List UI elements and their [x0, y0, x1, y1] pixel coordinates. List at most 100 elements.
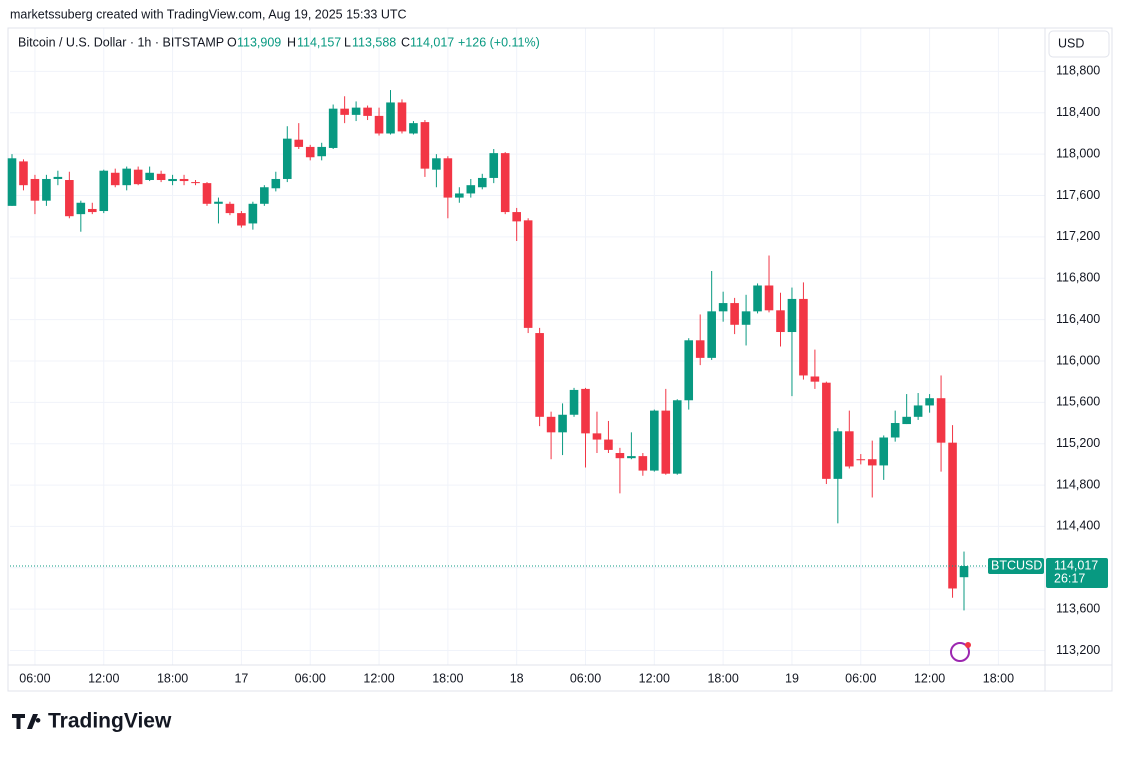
candle-body: [856, 459, 866, 461]
candle-body: [810, 376, 820, 382]
price-tag: [1046, 558, 1108, 589]
candle-body: [466, 185, 476, 194]
candle-body: [76, 202, 86, 215]
candle-body: [202, 183, 212, 204]
candle-body: [305, 146, 315, 158]
readout-l-label: L: [344, 35, 351, 49]
candle-body: [42, 178, 51, 201]
candle-body: [340, 108, 349, 115]
candle-body: [374, 115, 384, 134]
x-tick-label: 19: [785, 671, 799, 685]
brand: TradingView: [48, 710, 172, 733]
candle-body: [214, 201, 223, 204]
candle-body: [294, 139, 304, 147]
logo: [12, 714, 41, 729]
x-tick-label: 06:00: [295, 671, 326, 685]
currency-button[interactable]: [1048, 30, 1110, 58]
candle-body: [867, 459, 877, 466]
readout-c-label: C: [401, 35, 410, 49]
candle-body: [672, 400, 682, 474]
caption: marketssuberg created with TradingView.c…: [10, 7, 407, 21]
y-tick-label: 116,800: [1056, 271, 1100, 285]
candle-body: [65, 180, 74, 217]
candle-body: [879, 437, 889, 466]
frame: [7, 27, 1113, 692]
candle-body: [512, 212, 521, 222]
candle-body: [741, 311, 751, 325]
x-tick-label: 18:00: [983, 671, 1014, 685]
candle-body: [638, 456, 648, 471]
x-tick-label: 06:00: [845, 671, 876, 685]
candle-body: [833, 431, 843, 479]
readout-h: 114,157: [297, 35, 341, 49]
readout-o-label: O: [227, 35, 237, 49]
candle-body: [156, 173, 166, 181]
candle-body: [650, 410, 659, 471]
candle-body: [443, 158, 453, 198]
y-tick-label: 115,600: [1056, 395, 1100, 409]
candle-body: [248, 203, 258, 224]
candle-body: [569, 389, 579, 415]
candle-body: [260, 187, 269, 204]
candle-body: [351, 107, 361, 115]
candle-body: [386, 102, 395, 134]
candle-body: [53, 176, 63, 179]
x-tick-label: 12:00: [88, 671, 119, 685]
candle-body: [604, 439, 613, 450]
readout-l: 113,588: [352, 35, 396, 49]
candle-body: [776, 310, 785, 333]
candle-body: [822, 382, 831, 479]
candle-body: [799, 298, 808, 376]
y-tick-label: 116,000: [1056, 353, 1100, 367]
candle-body: [420, 122, 430, 169]
x-tick-label: 18: [510, 671, 524, 685]
candle-body: [145, 172, 154, 181]
candle-body: [787, 298, 797, 333]
candle-body: [959, 566, 969, 578]
candle-body: [730, 303, 739, 325]
x-tick-label: 18:00: [707, 671, 738, 685]
candle-body: [7, 158, 17, 206]
candle-body: [168, 178, 177, 182]
y-tick-label: 118,000: [1056, 146, 1100, 160]
candle-body: [581, 388, 590, 434]
candle-body: [489, 153, 499, 178]
y-tick-label: 113,200: [1056, 643, 1100, 657]
candle-body: [237, 213, 246, 226]
candle-body: [225, 203, 235, 214]
candle-body: [627, 456, 636, 459]
x-tick-label: 18:00: [432, 671, 463, 685]
candle-body: [179, 178, 189, 182]
candle-body: [948, 442, 957, 589]
y-tick-label: 114,400: [1056, 519, 1100, 533]
currency[interactable]: USD: [1058, 36, 1084, 50]
candle-body: [500, 153, 510, 213]
candle-body: [890, 423, 900, 438]
candle-body: [707, 311, 716, 358]
y-tick-label: 118,400: [1056, 105, 1100, 119]
candle-body: [913, 405, 923, 417]
candle-body: [684, 340, 694, 401]
y-tick-label: 117,600: [1056, 188, 1100, 202]
candle-body: [661, 410, 671, 474]
candle-body: [30, 178, 40, 201]
candle-body: [271, 178, 281, 189]
y-tick-label: 118,800: [1056, 64, 1100, 78]
x-tick-label: 06:00: [570, 671, 601, 685]
x-tick-label: 12:00: [639, 671, 670, 685]
candle-body: [133, 169, 143, 185]
icon[interactable]: [950, 642, 971, 662]
candle-body: [317, 146, 326, 157]
candle-body: [328, 108, 338, 148]
y-tick-label: 114,800: [1056, 477, 1100, 491]
price-label: 114,017: [1054, 558, 1098, 572]
candle-body: [845, 431, 854, 467]
candle-body: [925, 398, 934, 406]
candle-body: [122, 168, 131, 186]
candle-body: [936, 398, 946, 443]
candle-body: [477, 177, 487, 188]
candle-body: [764, 285, 774, 311]
candle-body: [110, 172, 120, 186]
readout-h-label: H: [287, 35, 296, 49]
